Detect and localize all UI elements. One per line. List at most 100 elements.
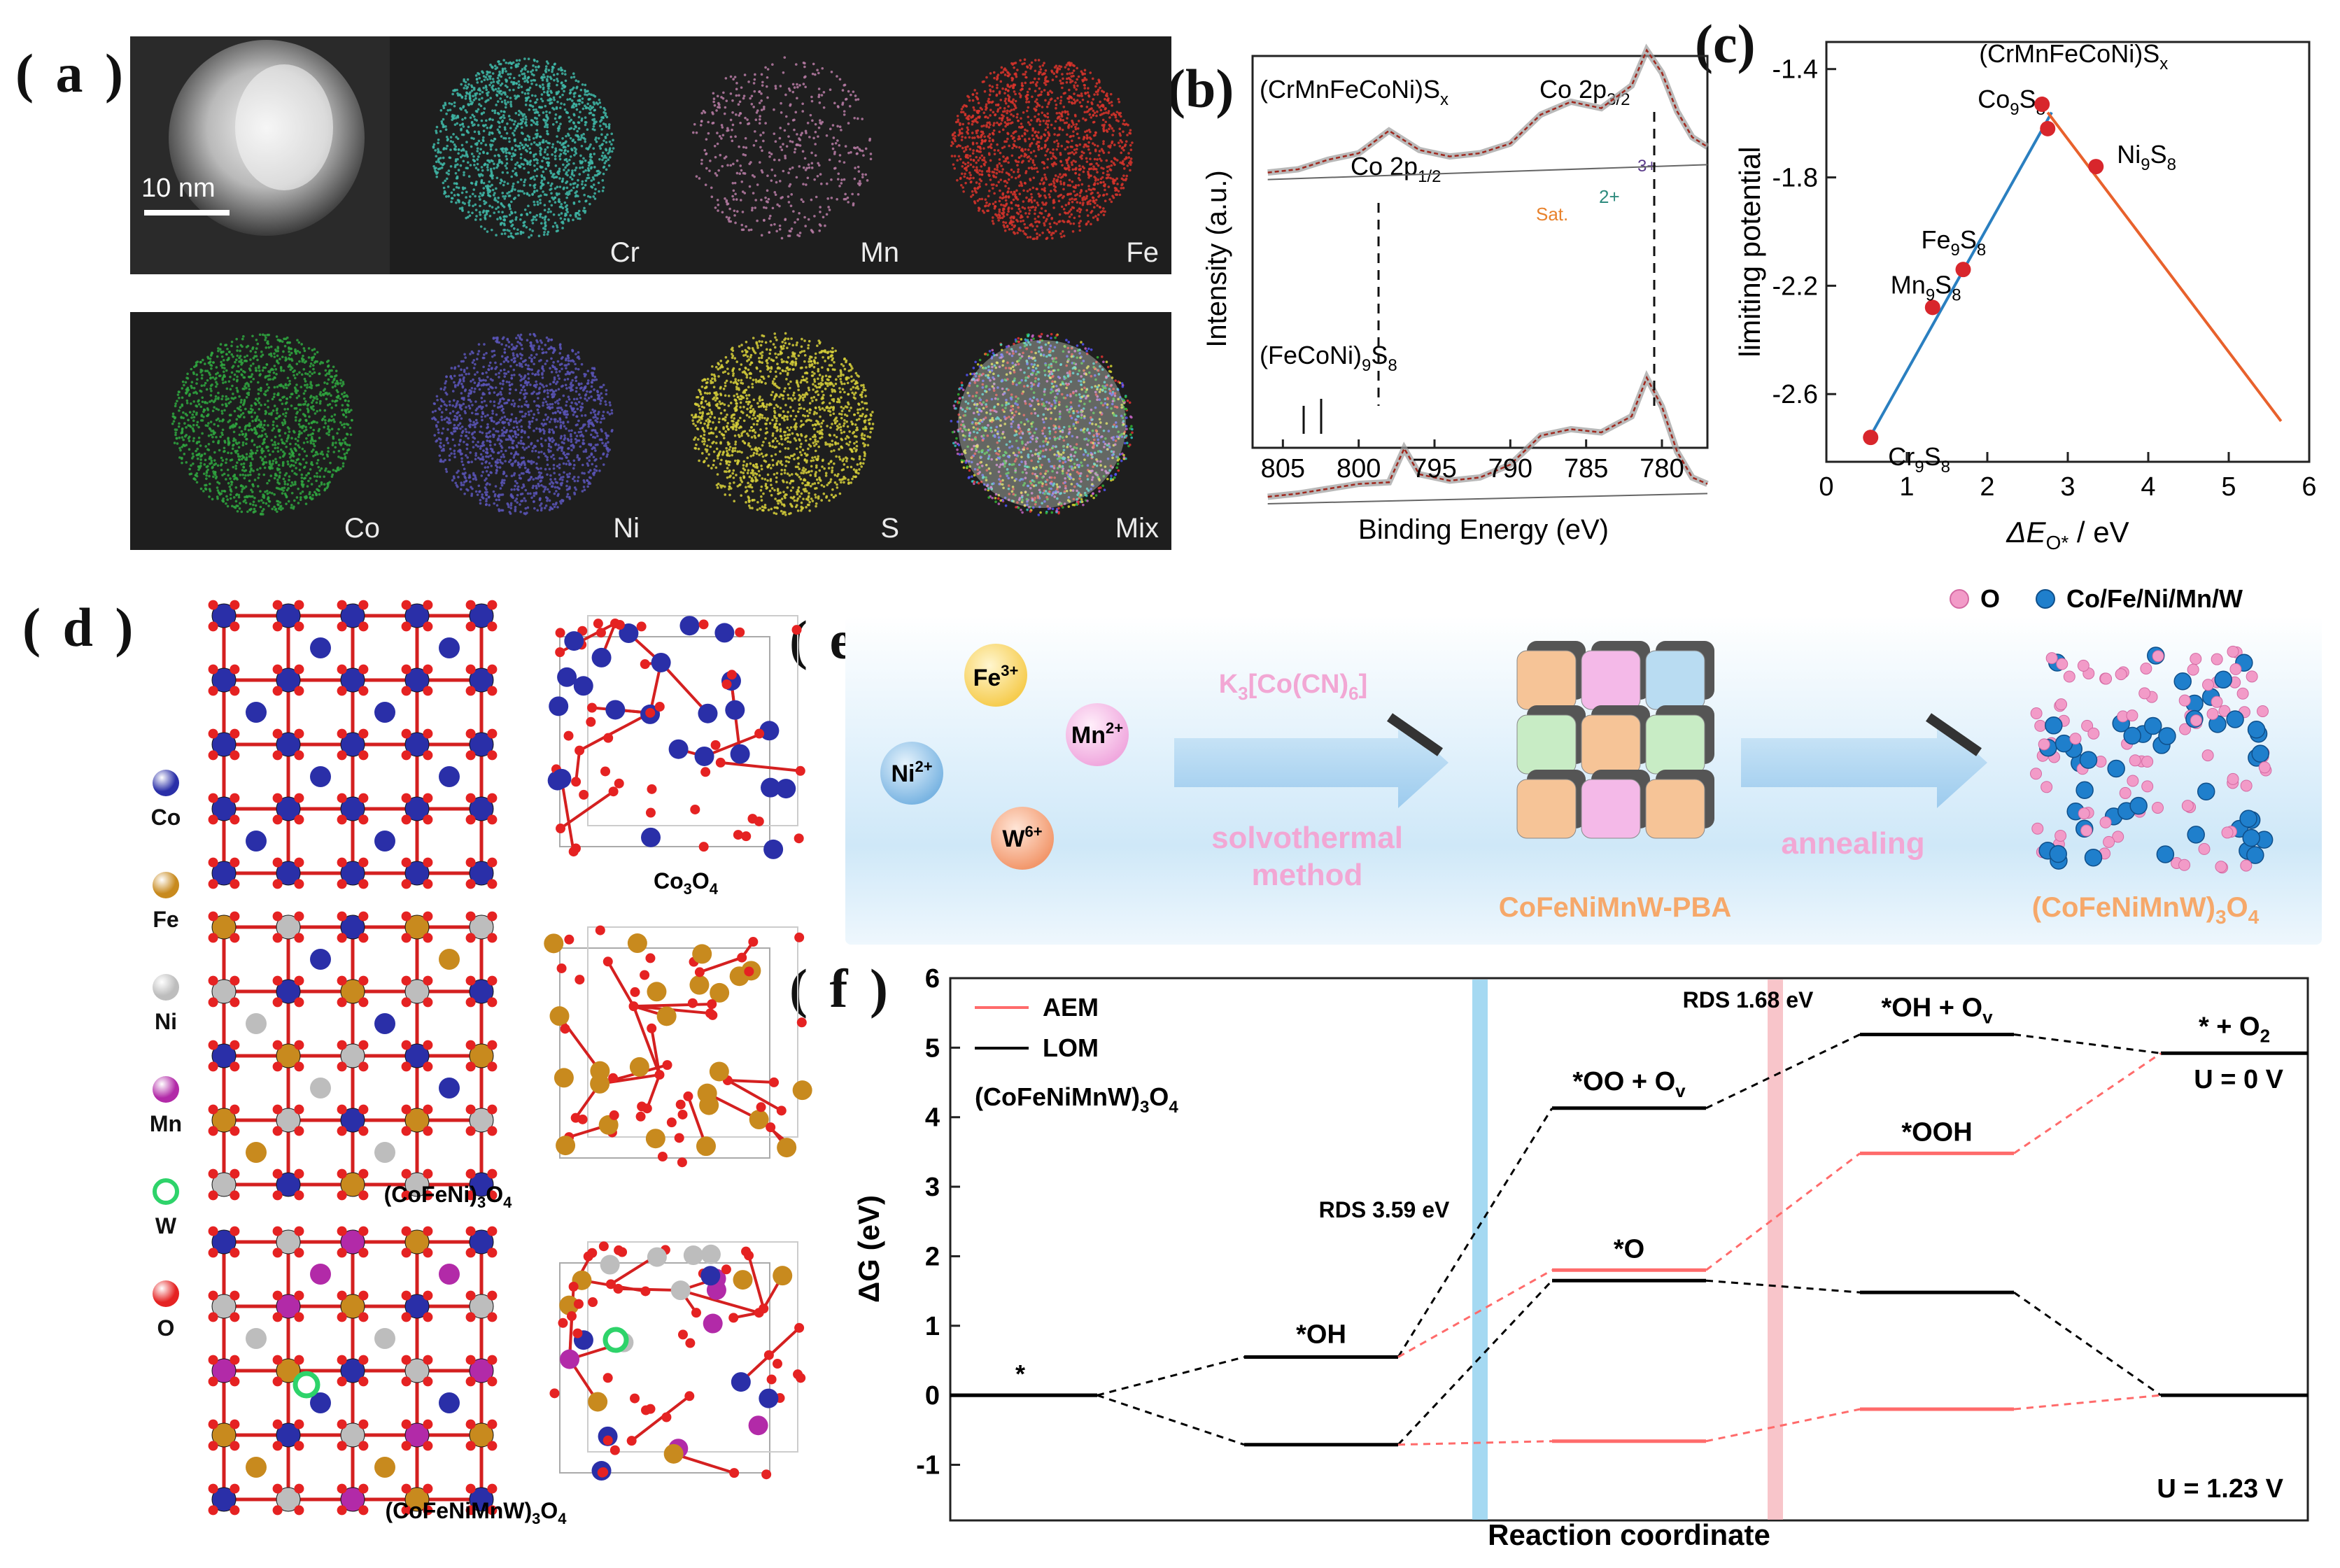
eds-dot (546, 80, 549, 83)
eds-dot (275, 409, 279, 412)
eds-dot (589, 111, 593, 115)
eds-dot (1038, 65, 1041, 69)
eds-dot (793, 150, 796, 154)
eds-dot (323, 425, 325, 429)
eds-dot (1034, 69, 1037, 73)
eds-dot (259, 421, 262, 423)
eds-dot (1017, 160, 1020, 164)
eds-dot (509, 118, 512, 121)
eds-dot (1036, 136, 1040, 139)
eds-dot (445, 177, 449, 181)
eds-dot (1001, 171, 1003, 174)
eds-dot (966, 118, 970, 120)
eds-dot (226, 358, 229, 362)
eds-dot (1055, 70, 1058, 73)
eds-dot (227, 397, 230, 400)
eds-dot (733, 214, 736, 217)
eds-dot (1028, 64, 1031, 66)
eds-dot (1008, 144, 1011, 148)
eds-dot (831, 147, 835, 150)
eds-dot (992, 139, 994, 141)
eds-dot (295, 362, 299, 365)
eds-dot (978, 146, 981, 148)
eds-dot (1062, 234, 1066, 237)
eds-dot (992, 111, 995, 114)
eds-dot (562, 146, 565, 149)
eds-dot (988, 190, 991, 192)
eds-dot (1029, 178, 1031, 181)
eds-dot (488, 75, 491, 78)
eds-dot (1071, 180, 1074, 183)
eds-dot (1087, 170, 1090, 174)
eds-dot (323, 388, 327, 390)
eds-dot (492, 80, 495, 83)
eds-dot (1010, 202, 1013, 204)
eds-dot (457, 152, 460, 155)
eds-dot (526, 70, 530, 73)
eds-dot (281, 396, 284, 399)
eds-dot (1087, 185, 1090, 188)
eds-dot (809, 113, 812, 117)
eds-dot (525, 118, 528, 121)
eds-dot (994, 104, 998, 106)
eds-dot (542, 90, 546, 94)
eds-dot (223, 367, 226, 370)
eds-dot (231, 504, 234, 508)
eds-dot (311, 448, 315, 451)
eds-dot (841, 101, 845, 104)
eds-dot (307, 472, 311, 475)
eds-dot (1082, 202, 1085, 204)
eds-dot (464, 94, 467, 98)
eds-dot (972, 165, 975, 169)
eds-dot (1067, 156, 1071, 160)
eds-dot (304, 425, 307, 429)
eds-dot (574, 191, 577, 195)
eds-dot (751, 174, 754, 177)
eds-dot (590, 166, 593, 169)
eds-dot (1102, 194, 1105, 197)
eds-dot (256, 358, 259, 362)
eds-dot (230, 480, 233, 483)
eds-dot (1085, 160, 1089, 163)
eds-dot (528, 108, 531, 111)
eds-dot (238, 356, 241, 360)
eds-dot (181, 436, 184, 439)
eds-dot (1048, 223, 1052, 225)
eds-dot (477, 124, 480, 127)
eds-dot (279, 456, 282, 459)
eds-dot (547, 141, 550, 145)
eds-dot (761, 149, 763, 153)
eds-dot (262, 423, 266, 427)
eds-dot (1080, 94, 1083, 97)
eds-dot (1003, 146, 1006, 148)
eds-dot (509, 105, 513, 108)
eds-dot (591, 176, 595, 179)
eds-dot (791, 90, 795, 94)
eds-dot (576, 183, 579, 187)
eds-dot (518, 164, 521, 167)
eds-dot (568, 190, 571, 193)
eds-dot (566, 211, 569, 213)
eds-dot (992, 132, 994, 135)
eds-dot (1090, 101, 1093, 104)
eds-dot (584, 116, 587, 119)
eds-dot (470, 121, 474, 125)
eds-dot (1030, 201, 1034, 204)
eds-dot (246, 510, 249, 514)
eds-dot (478, 98, 481, 101)
eds-dot (840, 182, 843, 185)
eds-dot (1047, 119, 1050, 122)
eds-dot (717, 169, 720, 172)
eds-dot (248, 455, 251, 458)
eds-dot (610, 143, 613, 146)
eds-dot (976, 129, 980, 132)
eds-dot (474, 97, 477, 100)
eds-dot (243, 476, 246, 480)
eds-dot (283, 386, 286, 389)
eds-dot (255, 449, 259, 452)
eds-dot (754, 118, 758, 122)
eds-dot (506, 122, 509, 125)
eds-dot (206, 424, 209, 428)
eds-dot (311, 372, 313, 375)
eds-dot (746, 118, 749, 121)
